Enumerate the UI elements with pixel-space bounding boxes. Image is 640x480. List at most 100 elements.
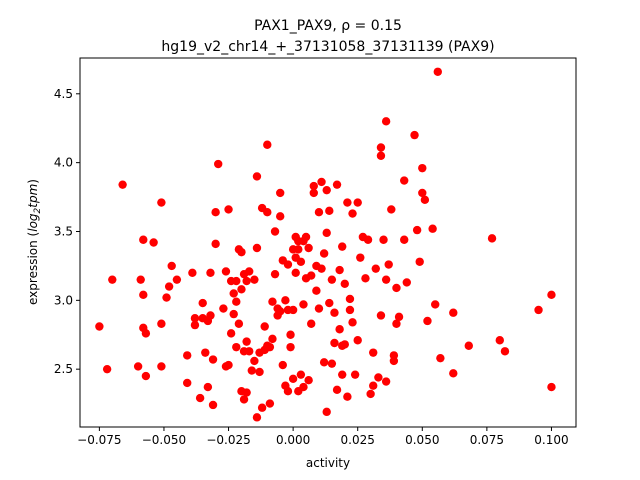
data-point xyxy=(102,364,112,374)
data-point xyxy=(250,356,259,366)
data-point xyxy=(108,275,117,284)
data-point xyxy=(157,362,166,371)
data-point xyxy=(242,337,251,346)
data-point xyxy=(392,283,401,293)
data-point xyxy=(381,377,391,386)
data-point xyxy=(252,413,262,422)
data-point xyxy=(412,225,422,235)
data-point xyxy=(260,322,269,331)
data-point xyxy=(534,305,543,315)
data-point xyxy=(381,117,391,126)
y-axis-label-suffix: ) xyxy=(26,179,40,184)
data-point xyxy=(449,369,458,378)
data-point xyxy=(353,198,362,207)
data-point xyxy=(348,209,357,218)
data-point xyxy=(322,407,331,417)
data-point xyxy=(232,297,241,306)
data-point xyxy=(309,188,318,198)
data-point xyxy=(332,180,342,189)
data-point xyxy=(268,334,277,344)
data-point xyxy=(371,264,380,273)
data-point xyxy=(420,195,430,205)
data-point xyxy=(203,382,213,392)
data-point xyxy=(322,228,331,238)
data-point xyxy=(234,319,244,328)
data-point xyxy=(183,378,192,388)
y-axis-label-log: log xyxy=(26,213,40,232)
data-point xyxy=(374,373,383,382)
data-point xyxy=(327,275,337,284)
data-point xyxy=(363,235,373,244)
y-axis-ticks: 2.5 3.0 3.5 4.0 4.5 xyxy=(54,87,80,376)
data-point xyxy=(309,181,318,191)
data-point xyxy=(379,235,388,244)
data-point xyxy=(325,206,334,216)
plot-area-frame xyxy=(79,57,577,428)
data-point xyxy=(95,322,104,331)
data-point xyxy=(229,309,238,319)
x-tick-label: 0.025 xyxy=(341,433,375,447)
data-point xyxy=(338,242,347,251)
y-tick-label: 3.5 xyxy=(54,224,73,238)
data-point xyxy=(431,300,440,309)
data-point xyxy=(428,224,437,233)
data-point xyxy=(221,267,231,276)
data-point xyxy=(366,389,375,399)
data-point xyxy=(335,325,344,334)
data-point xyxy=(343,392,352,401)
data-point xyxy=(270,227,280,236)
y-tick-label: 4.5 xyxy=(54,87,73,101)
data-point xyxy=(330,308,339,317)
y-tick-label: 4.0 xyxy=(54,156,73,170)
data-point xyxy=(247,366,256,375)
data-point xyxy=(237,285,246,294)
data-point xyxy=(263,140,272,149)
data-point xyxy=(387,205,396,214)
data-point xyxy=(276,188,285,198)
data-point xyxy=(288,374,298,384)
data-point xyxy=(301,232,311,242)
data-point xyxy=(400,176,409,185)
y-axis-label-tpm: tpm xyxy=(26,184,40,208)
data-point xyxy=(345,305,355,315)
data-point xyxy=(338,370,347,379)
x-tick-label: −0.050 xyxy=(142,433,186,447)
data-point xyxy=(245,347,254,356)
data-point xyxy=(335,265,344,275)
x-tick-label: −0.075 xyxy=(77,433,121,447)
data-point xyxy=(229,289,238,298)
data-point xyxy=(547,290,556,300)
data-point xyxy=(188,268,197,277)
data-point xyxy=(389,356,399,366)
data-point xyxy=(239,395,249,404)
data-point xyxy=(242,388,251,397)
data-point xyxy=(190,314,200,323)
data-point xyxy=(340,340,349,349)
data-point xyxy=(208,400,218,410)
data-point xyxy=(224,360,233,370)
data-point xyxy=(224,205,233,214)
data-point xyxy=(319,358,329,367)
data-point xyxy=(276,212,285,221)
data-point xyxy=(392,319,401,328)
data-point xyxy=(288,305,298,315)
data-point xyxy=(265,342,275,352)
data-point xyxy=(118,180,127,189)
data-point xyxy=(281,296,290,305)
data-point xyxy=(314,304,324,313)
data-point xyxy=(317,264,326,273)
data-point xyxy=(211,239,220,249)
data-point xyxy=(394,312,404,322)
data-point xyxy=(418,163,427,173)
data-point xyxy=(133,362,143,371)
data-point xyxy=(381,275,391,284)
y-tick-label: 2.5 xyxy=(54,362,73,376)
data-point xyxy=(149,238,158,247)
data-point xyxy=(283,260,293,269)
data-point xyxy=(141,329,151,338)
data-point xyxy=(296,257,306,266)
data-point xyxy=(304,243,313,253)
x-tick-label: 0.100 xyxy=(534,433,568,447)
